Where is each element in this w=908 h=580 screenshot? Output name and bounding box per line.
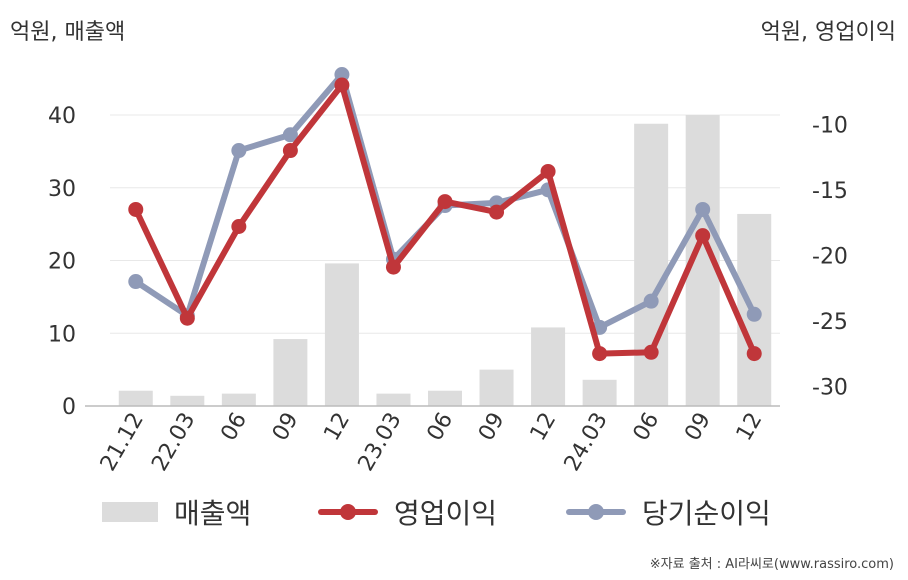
x-axis-tick-label: 06: [423, 409, 459, 446]
legend-item-net: 당기순이익: [566, 492, 771, 532]
x-axis-tick-label: 21.12: [96, 409, 149, 476]
left-axis-tick-label: 40: [48, 104, 76, 129]
operating-profit-point: [746, 346, 762, 362]
x-axis-tick-label: 24.03: [560, 409, 613, 476]
revenue-bar: [376, 393, 411, 406]
left-axis-tick-label: 10: [48, 322, 76, 347]
revenue-bar: [273, 339, 308, 406]
operating-profit-point: [489, 204, 505, 220]
legend-label-operating: 영업이익: [394, 497, 498, 530]
left-axis-tick-label: 20: [48, 250, 76, 275]
x-axis-tick-label: 12: [319, 409, 355, 446]
net-income-point: [746, 306, 762, 322]
x-axis-tick-label: 09: [680, 409, 716, 446]
operating-profit-point: [695, 228, 711, 244]
x-axis-tick-label: 12: [526, 409, 562, 446]
x-axis-tick-label: 22.03: [147, 409, 200, 476]
legend-label-revenue: 매출액: [174, 497, 252, 530]
legend-item-revenue: 매출액: [102, 492, 251, 532]
operating-profit-point: [282, 143, 298, 159]
right-axis-tick-label: -20: [812, 244, 848, 269]
revenue-bar: [221, 393, 256, 406]
revenue-bar: [582, 379, 617, 406]
operating-profit-point: [385, 259, 401, 275]
operating-profit-point: [231, 219, 247, 235]
net-income-point: [643, 293, 659, 309]
operating-profit-point: [592, 346, 608, 362]
source-credit: ※자료 출처 : AI라씨로(www.rassiro.com): [649, 557, 894, 572]
left-axis-tick-label: 30: [48, 177, 76, 202]
right-axis-tick-label: -25: [812, 310, 848, 335]
legend-swatch-revenue: [102, 502, 158, 522]
net-income-point: [282, 127, 298, 143]
revenue-bar: [428, 390, 462, 406]
right-axis-tick-label: -30: [812, 375, 848, 400]
revenue-bar: [634, 123, 669, 406]
revenue-bar: [170, 395, 205, 406]
legend-swatch-net: [566, 502, 626, 522]
operating-profit-point: [334, 77, 350, 93]
revenue-bar: [118, 390, 153, 406]
operating-profit-point: [179, 310, 195, 326]
right-axis-unit-label: 억원, 영업이익: [760, 20, 896, 45]
x-axis-tick-label: 09: [474, 409, 510, 446]
revenue-bar: [324, 263, 359, 406]
legend-label-net: 당기순이익: [642, 497, 771, 530]
net-income-point: [695, 201, 711, 217]
operating-profit-point: [437, 194, 453, 210]
revenue-bar: [531, 327, 566, 406]
operating-profit-point: [643, 344, 659, 360]
x-axis-tick-label: 09: [268, 409, 304, 446]
legend-item-operating: 영업이익: [318, 492, 497, 532]
left-axis-tick-label: 0: [62, 395, 76, 420]
x-axis-tick-label: 06: [216, 409, 252, 446]
x-axis-tick-label: 12: [732, 409, 768, 446]
x-axis-tick-label: 23.03: [354, 409, 407, 476]
legend-swatch-operating: [318, 502, 378, 522]
chart-legend: 매출액 영업이익 당기순이익: [0, 492, 908, 532]
left-axis-unit-label: 억원, 매출액: [10, 20, 126, 45]
operating-profit-point: [540, 163, 556, 179]
revenue-bar: [479, 369, 514, 406]
right-axis-tick-label: -10: [812, 113, 848, 138]
operating-profit-point: [128, 201, 144, 217]
net-income-point: [334, 67, 350, 83]
net-income-point: [128, 274, 144, 290]
x-axis-tick-label: 06: [629, 409, 665, 446]
right-axis-tick-label: -15: [812, 179, 848, 204]
net-income-point: [231, 143, 247, 159]
